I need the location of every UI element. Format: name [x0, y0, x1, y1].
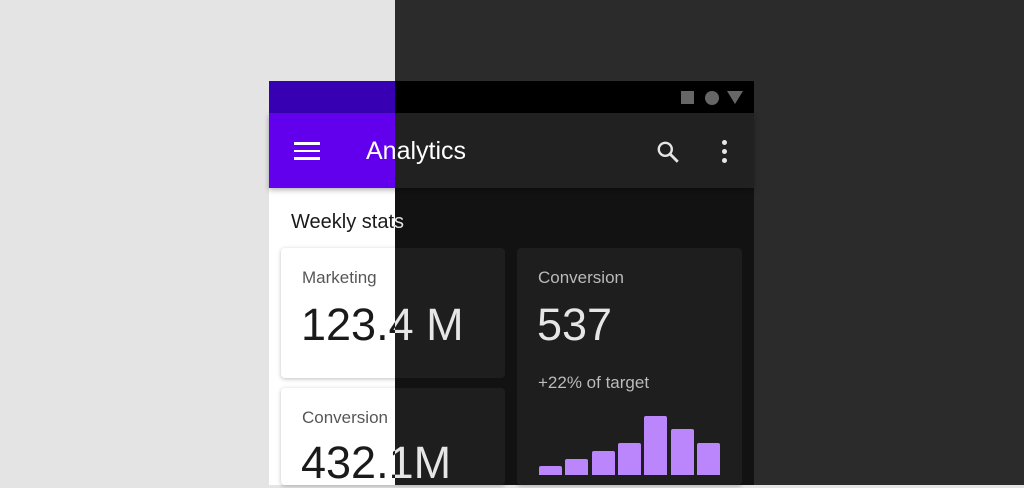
- card-value: 123.4 M: [301, 299, 464, 350]
- more-vert-icon[interactable]: [715, 139, 733, 165]
- triangle-icon: [727, 91, 743, 104]
- card-surface: [395, 248, 505, 378]
- marketing-card[interactable]: Marketing 123.4 M: [281, 248, 505, 378]
- circle-icon: [705, 91, 719, 105]
- square-icon: [681, 91, 694, 104]
- chart-bar: [644, 416, 668, 475]
- dark-theme-surface: [395, 81, 754, 485]
- card-label: Conversion: [538, 268, 624, 287]
- card-value: 432.1M: [301, 437, 452, 488]
- status-bar-dark: [395, 81, 754, 113]
- chart-bar: [696, 443, 720, 475]
- card-label: Marketing: [302, 268, 377, 287]
- conversion-chart-card[interactable]: Conversion 537 +22% of target: [517, 248, 742, 485]
- app-title: Analytics: [366, 137, 467, 165]
- app-bar-dark: [395, 113, 754, 188]
- conversion-card[interactable]: Conversion 432.1M: [281, 388, 505, 485]
- chart-bar: [591, 451, 615, 475]
- phone-screen: Analytics Weekly stats Marketing 123.4 M…: [269, 81, 754, 485]
- chart-bar: [617, 443, 641, 475]
- card-surface: [395, 388, 505, 485]
- card-subtitle: +22% of target: [538, 373, 650, 392]
- content-layer: Analytics Weekly stats Marketing 123.4 M…: [269, 81, 754, 485]
- card-value: 537: [537, 299, 613, 350]
- search-icon[interactable]: [655, 139, 681, 165]
- card-label: Conversion: [302, 408, 388, 427]
- chart-bar: [565, 459, 589, 475]
- chart-bar: [670, 429, 694, 475]
- chart-bar: [539, 466, 562, 475]
- section-title: Weekly stats: [291, 211, 404, 233]
- menu-icon[interactable]: [294, 142, 320, 160]
- bar-chart: [539, 378, 729, 480]
